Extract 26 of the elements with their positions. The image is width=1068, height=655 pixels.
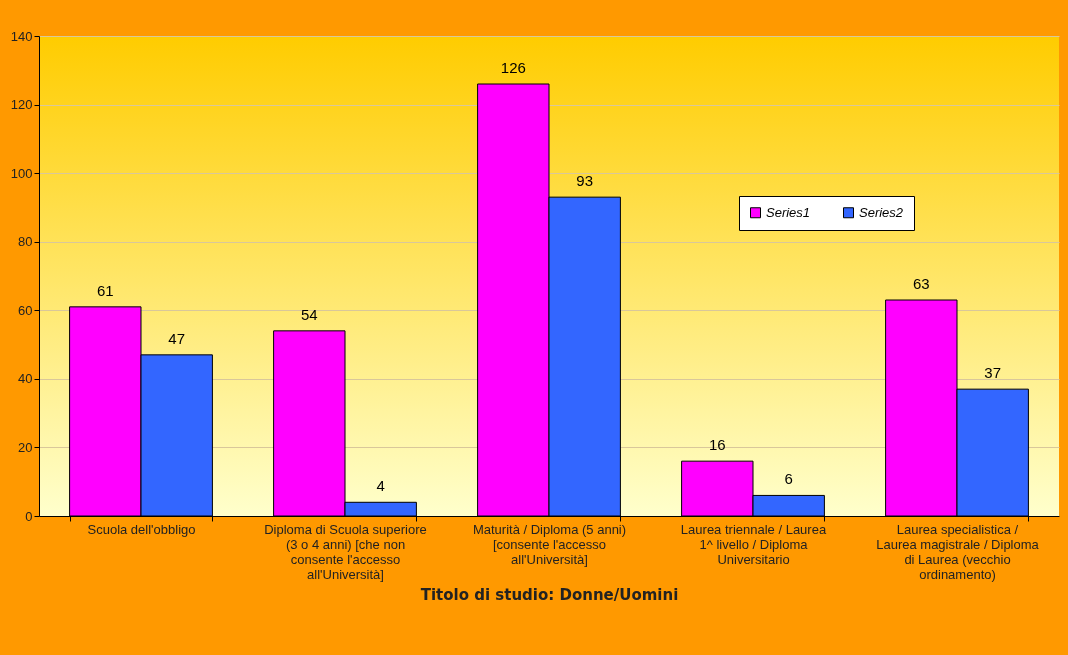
- x-tick-label: Laurea triennale / Laurea 1^ livello / Diploma Universitario: [680, 521, 827, 567]
- x-tick-label: Maturità / Diploma (5 anni) [consente l'accesso all'Università]: [472, 521, 627, 567]
- y-tick-label: 80: [18, 234, 33, 250]
- x-tick-label: Diploma di Scuola superiore (3 o 4 anni) [che non consente l'accesso all'Università]: [264, 521, 427, 582]
- x-tick-label: Laurea specialistica / Laurea magistrale / Diploma di Laurea (vecchio ordinamento): [876, 521, 1040, 582]
- y-tick-label: 60: [18, 302, 33, 318]
- data-label: 63: [912, 275, 930, 292]
- y-tick-label: 40: [18, 371, 33, 387]
- data-label: 93: [576, 172, 594, 190]
- x-tick-label: Scuola dell'obbligo: [87, 521, 196, 537]
- x-axis-title: Titolo di studio: Donne/Uomini: [420, 585, 679, 604]
- y-tick-label: 20: [18, 439, 33, 455]
- legend-label: Series2: [859, 204, 904, 220]
- data-label: 37: [984, 364, 1002, 382]
- data-label: 6: [784, 470, 793, 488]
- y-tick-label: 140: [10, 28, 33, 44]
- data-label: 16: [708, 436, 726, 454]
- y-tick-label: 100: [10, 165, 33, 181]
- legend-label: Series1: [766, 204, 811, 220]
- data-label: 61: [96, 281, 114, 299]
- data-label: 54: [300, 305, 318, 323]
- data-label: 47: [168, 329, 186, 347]
- data-label: 126: [500, 59, 526, 76]
- y-tick-label: 120: [10, 97, 33, 113]
- data-label: 4: [376, 477, 385, 495]
- y-tick-label: 0: [25, 508, 33, 524]
